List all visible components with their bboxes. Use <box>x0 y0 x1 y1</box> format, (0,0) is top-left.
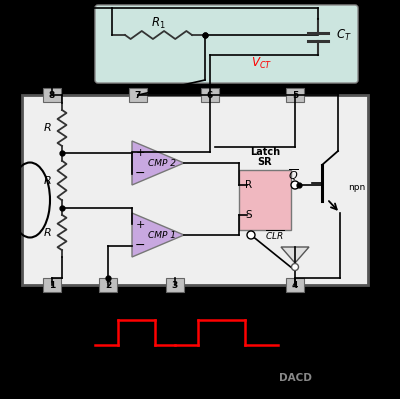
Text: 6: 6 <box>207 91 213 99</box>
Text: −: − <box>135 166 145 180</box>
Text: CMP 2: CMP 2 <box>148 158 176 168</box>
Text: Latch: Latch <box>250 147 280 157</box>
Text: 5: 5 <box>292 91 298 99</box>
FancyBboxPatch shape <box>95 5 358 83</box>
Text: 4: 4 <box>292 280 298 290</box>
Circle shape <box>291 181 299 189</box>
Text: R: R <box>44 227 52 237</box>
FancyBboxPatch shape <box>43 278 61 292</box>
Polygon shape <box>132 141 184 185</box>
FancyBboxPatch shape <box>43 88 61 102</box>
Text: $R_1$: $R_1$ <box>151 16 166 31</box>
FancyBboxPatch shape <box>201 88 219 102</box>
Text: npn: npn <box>348 184 365 192</box>
Text: R: R <box>44 123 52 133</box>
Text: +: + <box>135 220 145 230</box>
Circle shape <box>247 231 255 239</box>
Text: 3: 3 <box>172 280 178 290</box>
Text: DACD: DACD <box>278 373 312 383</box>
Text: $C_T$: $C_T$ <box>336 28 352 43</box>
Text: +: + <box>135 148 145 158</box>
Text: 1: 1 <box>49 280 55 290</box>
Text: 7: 7 <box>135 91 141 99</box>
Polygon shape <box>281 247 309 263</box>
FancyBboxPatch shape <box>99 278 117 292</box>
Text: 2: 2 <box>105 280 111 290</box>
Text: $V_{CT}$: $V_{CT}$ <box>251 55 272 71</box>
Text: R: R <box>246 180 252 190</box>
Polygon shape <box>132 213 184 257</box>
FancyBboxPatch shape <box>166 278 184 292</box>
Text: 8: 8 <box>49 91 55 99</box>
Circle shape <box>292 263 298 271</box>
FancyBboxPatch shape <box>22 95 368 285</box>
FancyBboxPatch shape <box>286 278 304 292</box>
FancyBboxPatch shape <box>286 88 304 102</box>
Text: SR: SR <box>258 157 272 167</box>
Text: $\overline{Q}$: $\overline{Q}$ <box>288 167 298 183</box>
Text: $\overline{CLR}$: $\overline{CLR}$ <box>265 228 284 242</box>
FancyBboxPatch shape <box>129 88 147 102</box>
Text: S: S <box>246 210 252 220</box>
Text: CMP 1: CMP 1 <box>148 231 176 239</box>
FancyBboxPatch shape <box>239 170 291 230</box>
Text: −: − <box>135 239 145 251</box>
Text: R: R <box>44 176 52 186</box>
